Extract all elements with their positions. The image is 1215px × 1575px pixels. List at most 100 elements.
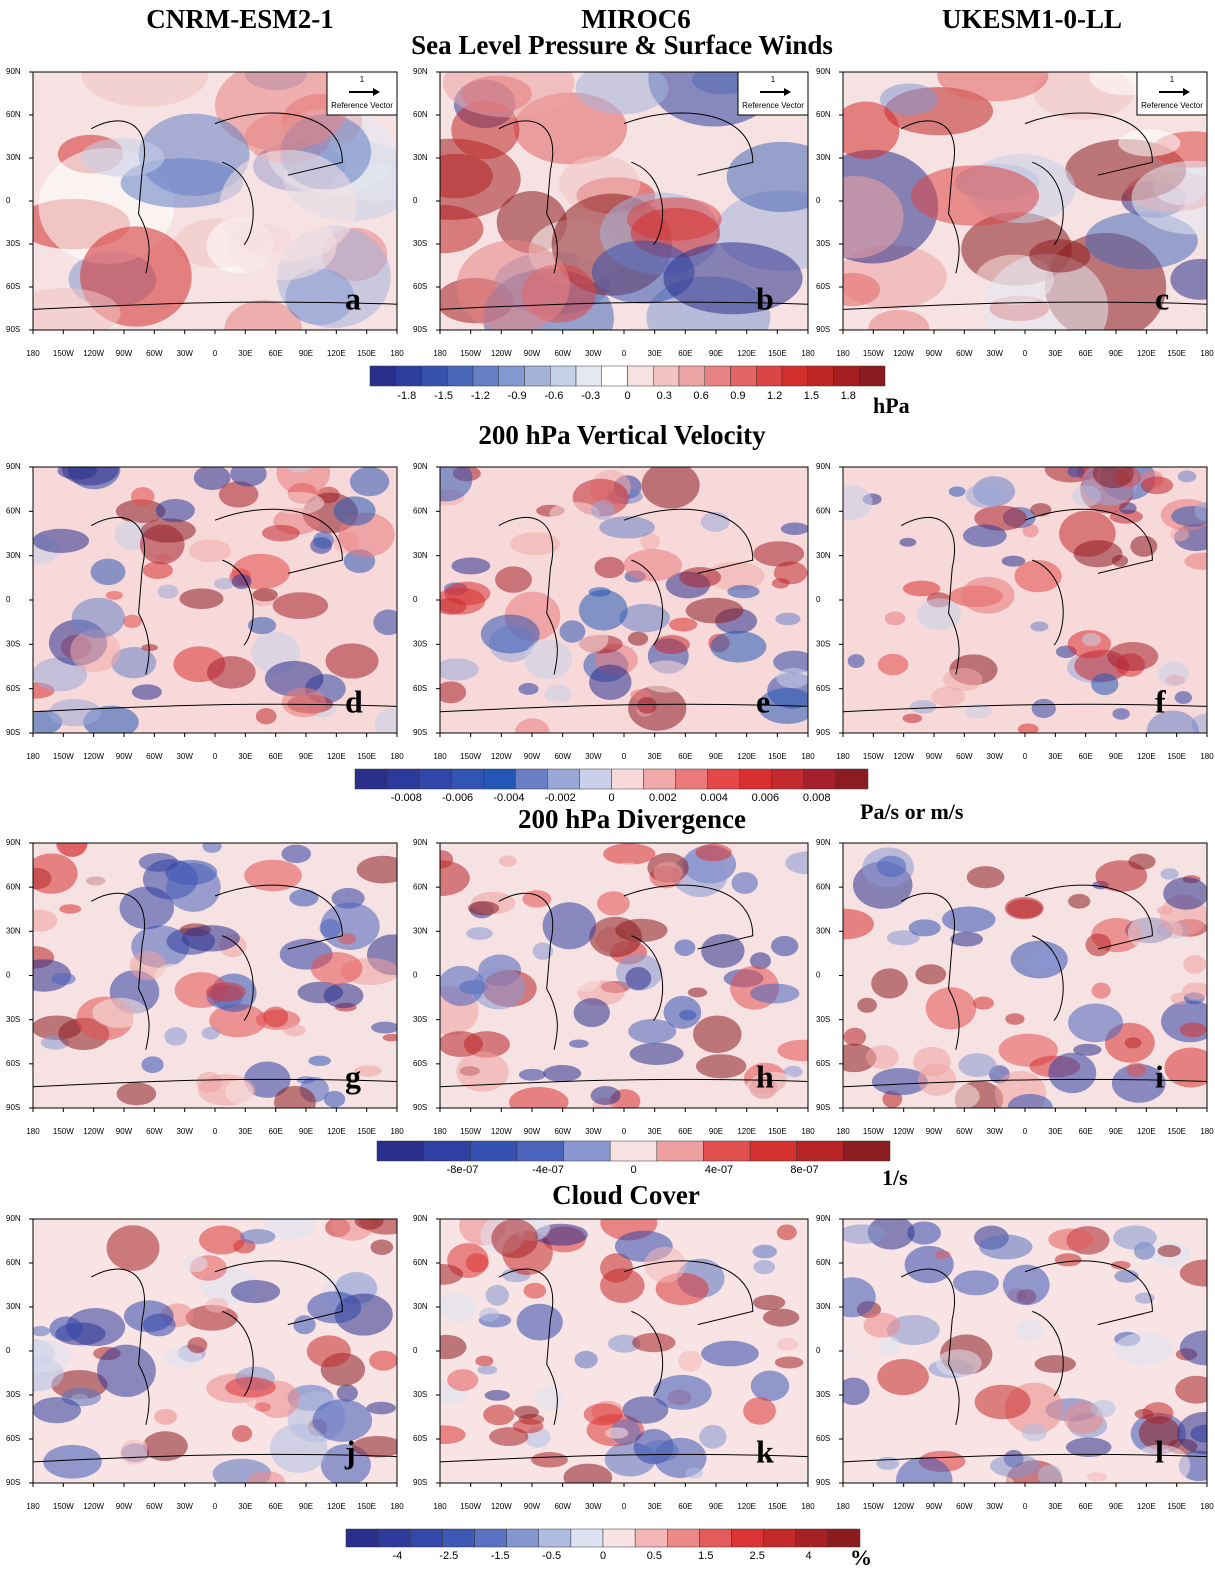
lon-label: 150W bbox=[53, 752, 74, 761]
lon-label: 120E bbox=[1137, 752, 1156, 761]
lon-label: 90E bbox=[1109, 752, 1123, 761]
lon-label: 90W bbox=[116, 1127, 133, 1136]
lon-label: 60E bbox=[678, 1127, 692, 1136]
lat-label: 90N bbox=[6, 67, 21, 76]
lon-label: 150E bbox=[357, 1127, 376, 1136]
lat-label: 60S bbox=[413, 1059, 427, 1068]
field-blob bbox=[495, 566, 532, 593]
field-blob bbox=[907, 1221, 941, 1245]
lon-label: 120W bbox=[491, 752, 512, 761]
field-blob bbox=[514, 1405, 539, 1419]
lon-label: 0 bbox=[622, 1127, 627, 1136]
colorbar-box bbox=[781, 365, 808, 387]
lon-label: 90W bbox=[524, 1127, 541, 1136]
lon-label: 30E bbox=[238, 1502, 252, 1511]
lon-label: 120E bbox=[737, 1502, 756, 1511]
lon-label: 150W bbox=[863, 1127, 884, 1136]
lon-label: 60W bbox=[554, 349, 571, 358]
field-blob bbox=[451, 557, 491, 575]
field-blob bbox=[440, 1264, 464, 1285]
lon-label: 60E bbox=[269, 1127, 283, 1136]
colorbar-box bbox=[550, 365, 577, 387]
field-blob bbox=[1068, 893, 1091, 909]
field-blob bbox=[142, 561, 173, 579]
lon-label: 180 bbox=[1200, 752, 1214, 761]
field-blob bbox=[847, 654, 865, 668]
field-blob bbox=[843, 1377, 870, 1406]
lat-label: 60N bbox=[6, 110, 21, 119]
field-blob bbox=[231, 1425, 253, 1443]
field-blob bbox=[1091, 673, 1119, 696]
lat-label: 60S bbox=[816, 1059, 830, 1068]
field-blob bbox=[141, 1056, 164, 1074]
lon-label: 90W bbox=[116, 1502, 133, 1511]
map-panel bbox=[33, 467, 397, 733]
field-blob bbox=[985, 1475, 1014, 1483]
field-blob bbox=[843, 1277, 876, 1318]
lon-label: 150E bbox=[768, 349, 787, 358]
lat-label: 90N bbox=[413, 838, 428, 847]
field-blob bbox=[623, 549, 682, 582]
lon-label: 180 bbox=[433, 1502, 447, 1511]
lat-label: 60N bbox=[816, 882, 831, 891]
field-blob bbox=[544, 684, 572, 704]
section-title: 200 hPa Vertical Velocity bbox=[478, 420, 766, 450]
panel-letter: h bbox=[756, 1058, 774, 1094]
field-blob bbox=[931, 686, 966, 707]
colorbar-box bbox=[699, 1528, 732, 1548]
lon-label: 180 bbox=[390, 1502, 404, 1511]
lon-label: 90W bbox=[524, 1502, 541, 1511]
coastline bbox=[214, 112, 343, 246]
lat-label: 90S bbox=[413, 1103, 427, 1112]
field-blob bbox=[1182, 982, 1207, 1000]
lon-label: 120E bbox=[1137, 1502, 1156, 1511]
lon-label: 120E bbox=[327, 1502, 346, 1511]
field-blob bbox=[352, 1435, 397, 1458]
lon-label: 150E bbox=[357, 1502, 376, 1511]
lat-label: 30N bbox=[413, 551, 428, 560]
field-blob bbox=[908, 919, 941, 937]
field-blob bbox=[843, 272, 880, 307]
lon-label: 0 bbox=[213, 1127, 218, 1136]
field-blob bbox=[974, 1384, 1031, 1420]
colorbar-box bbox=[524, 365, 551, 387]
field-blob bbox=[254, 1402, 271, 1412]
coastline bbox=[498, 1268, 558, 1426]
coastline bbox=[623, 508, 754, 646]
field-blob bbox=[440, 965, 485, 1007]
field-blob bbox=[950, 931, 983, 947]
field-blob bbox=[605, 1427, 629, 1439]
coastline bbox=[214, 884, 343, 1021]
lat-label: 90S bbox=[6, 1478, 20, 1487]
field-blob bbox=[272, 592, 329, 620]
lon-label: 30W bbox=[176, 349, 193, 358]
panel-letter: f bbox=[1155, 683, 1166, 719]
lat-label: 0 bbox=[6, 595, 11, 604]
lon-label: 180 bbox=[801, 752, 815, 761]
lat-label: 90S bbox=[816, 1478, 830, 1487]
lon-label: 30E bbox=[648, 1127, 662, 1136]
colorbar-box bbox=[827, 1528, 861, 1548]
field-blob bbox=[1091, 982, 1111, 999]
field-blob bbox=[1001, 555, 1026, 567]
field-blob bbox=[336, 1384, 358, 1402]
field-blob bbox=[198, 1225, 246, 1255]
lon-label: 60W bbox=[146, 1127, 163, 1136]
lon-label: 60W bbox=[956, 1127, 973, 1136]
coastline bbox=[900, 516, 960, 675]
field-blob bbox=[1170, 258, 1207, 300]
field-blob bbox=[1184, 552, 1207, 570]
lon-label: 180 bbox=[836, 1127, 850, 1136]
field-blob bbox=[1112, 708, 1130, 720]
field-blob bbox=[370, 1239, 394, 1255]
lon-label: 120E bbox=[1137, 1127, 1156, 1136]
colorbar-label: 1.2 bbox=[767, 390, 782, 402]
panel-letter: g bbox=[345, 1058, 361, 1094]
field-blob bbox=[206, 982, 246, 1002]
field-blob bbox=[499, 855, 517, 867]
colorbar-box bbox=[730, 365, 757, 387]
lon-label: 90E bbox=[709, 349, 723, 358]
lat-label: 60S bbox=[6, 1059, 20, 1068]
colorbar-box bbox=[410, 1528, 443, 1548]
field-blob bbox=[215, 72, 348, 152]
